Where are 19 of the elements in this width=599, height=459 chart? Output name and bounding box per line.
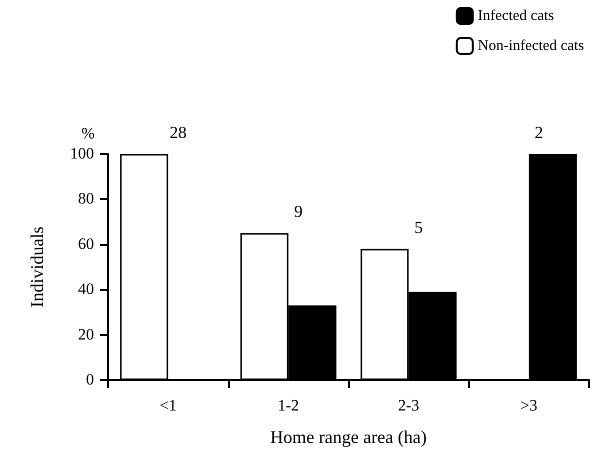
x-tick-label: 2-3 bbox=[398, 398, 420, 414]
annotation: 5 bbox=[414, 218, 423, 237]
legend-label: Infected cats bbox=[478, 8, 554, 24]
x-tick-label: >3 bbox=[520, 398, 538, 414]
text: 2 bbox=[534, 123, 544, 142]
y-tick-label: 0 bbox=[86, 372, 94, 388]
x-tick-label: 1-2 bbox=[278, 398, 300, 414]
legend-label: Non-infected cats bbox=[478, 38, 584, 54]
y-tick-label: 60 bbox=[78, 236, 94, 253]
y-axis-title: Individuals bbox=[27, 226, 47, 308]
text: 28 bbox=[170, 123, 187, 142]
text: % bbox=[81, 126, 95, 142]
x-axis-title: Home range area (ha) bbox=[270, 427, 427, 447]
annotation: 9 bbox=[294, 202, 303, 222]
y-tick-label: 20 bbox=[78, 326, 94, 344]
y-tick-label: 80 bbox=[78, 190, 94, 208]
y-tick-label: 40 bbox=[78, 281, 94, 298]
y-tick-label: 100 bbox=[70, 146, 94, 162]
x-tick-label: <1 bbox=[160, 398, 177, 414]
